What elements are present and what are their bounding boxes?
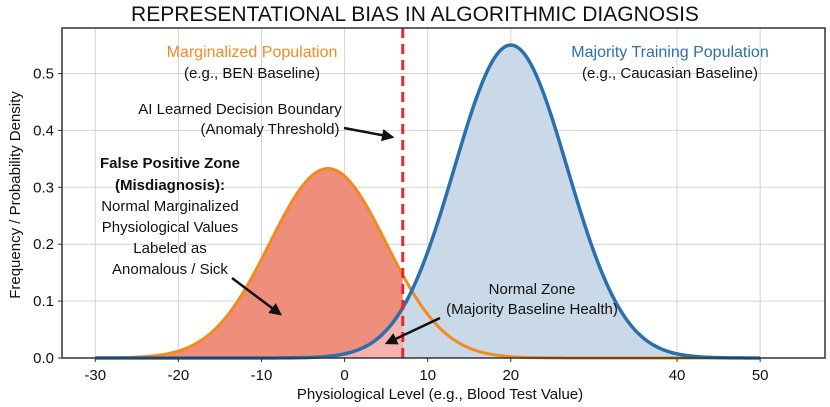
- y-tick-label: 0.5: [33, 66, 54, 83]
- false-positive-fill: [95, 168, 403, 358]
- x-axis-label: Physiological Level (e.g., Blood Test Va…: [297, 386, 583, 403]
- y-tick-label: 0.0: [33, 350, 54, 367]
- x-tick-label: -20: [168, 367, 190, 384]
- legend-majority: Majority Training Population: [571, 44, 768, 61]
- x-tick-label: -30: [84, 367, 106, 384]
- majority-fill: [95, 45, 761, 358]
- x-ticks: -30 -20 -10 0 10 20 40 50: [84, 358, 769, 384]
- plot-frame: [61, 27, 826, 359]
- x-tick-label: 20: [502, 367, 519, 384]
- legend-marginalized-sub: (e.g., BEN Baseline): [184, 65, 320, 82]
- fp-title-2: (Misdiagnosis):: [115, 177, 225, 194]
- fp-line-2: Physiological Values: [102, 219, 238, 236]
- threshold-label-1: AI Learned Decision Boundary: [138, 101, 342, 118]
- normal-zone-arrow: [384, 316, 441, 345]
- x-tick-label: 0: [340, 367, 348, 384]
- y-tick-label: 0.3: [33, 179, 54, 196]
- y-axis-label: Frequency / Probability Density: [7, 91, 24, 299]
- fp-title-1: False Positive Zone: [100, 155, 240, 172]
- y-tick-label: 0.1: [33, 293, 54, 310]
- x-tick-label: 50: [752, 367, 769, 384]
- normal-zone-2: (Majority Baseline Health): [446, 301, 618, 318]
- chart-title: REPRESENTATIONAL BIAS IN ALGORITHMIC DIA…: [131, 3, 699, 26]
- threshold-arrow: [343, 126, 395, 142]
- x-tick-label: 40: [669, 367, 686, 384]
- y-tick-label: 0.2: [33, 236, 54, 253]
- x-tick-label: 10: [419, 367, 436, 384]
- legend-majority-sub: (e.g., Caucasian Baseline): [582, 65, 758, 82]
- threshold-label-2: (Anomaly Threshold): [201, 121, 340, 138]
- fp-line-1: Normal Marginalized: [101, 198, 239, 215]
- normal-zone-1: Normal Zone: [489, 281, 576, 298]
- legend-marginalized: Marginalized Population: [167, 44, 338, 61]
- y-tick-label: 0.4: [33, 122, 54, 139]
- y-ticks: 0.0 0.1 0.2 0.3 0.4 0.5: [33, 66, 62, 367]
- x-tick-label: -10: [251, 367, 273, 384]
- false-positive-arrow: [231, 277, 282, 316]
- fp-line-3: Labeled as: [133, 240, 206, 257]
- fp-line-4: Anomalous / Sick: [112, 261, 228, 278]
- fills: [95, 45, 761, 358]
- overlap-fill: [95, 307, 403, 358]
